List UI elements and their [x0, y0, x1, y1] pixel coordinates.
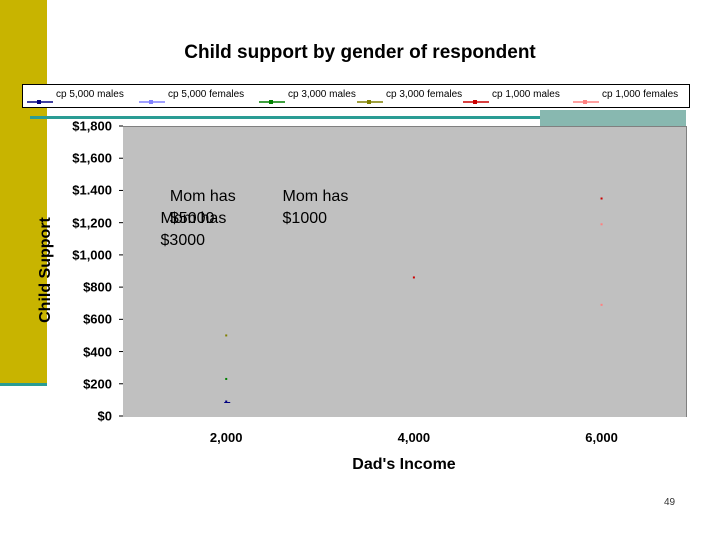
legend-label: cp 1,000 females	[602, 89, 679, 100]
x-axis-title: Dad's Income	[352, 456, 456, 473]
y-tick-label: $600	[83, 311, 112, 327]
decorative-side-bar	[0, 0, 47, 383]
legend-swatch	[573, 91, 599, 104]
chart-title: Child support by gender of respondent	[184, 42, 536, 63]
data-point	[225, 377, 228, 380]
legend-label: cp 1,000 males	[492, 89, 560, 100]
x-tick-label: 6,000	[585, 430, 618, 445]
y-tick-label: $200	[83, 376, 112, 392]
legend-label: cp 3,000 females	[386, 89, 463, 100]
decorative-side-line	[0, 383, 47, 386]
y-tick-label: $1,600	[72, 150, 112, 166]
decorative-teal-box	[540, 110, 686, 126]
chart-annotation: Mom has $5000	[169, 187, 236, 227]
y-tick-label: $400	[83, 344, 112, 360]
data-point	[600, 197, 603, 200]
x-tick-label: 2,000	[209, 430, 243, 445]
data-point	[600, 223, 603, 226]
y-tick-label: $1,800	[72, 118, 112, 134]
page-number: 49	[664, 497, 676, 508]
chart-annotation: Mom has $3000	[160, 210, 227, 250]
y-tick-label: $0	[97, 408, 112, 424]
chart-annotation: Mom has $1000	[282, 187, 349, 227]
data-point	[225, 334, 228, 337]
data-point	[600, 303, 603, 306]
legend-swatch	[27, 91, 53, 104]
data-point	[412, 276, 415, 279]
legend-swatch	[259, 91, 285, 104]
y-tick-label: $1.400	[72, 182, 112, 198]
plot-area	[123, 126, 687, 417]
legend-swatch	[357, 91, 383, 104]
legend-label: cp 5,000 males	[56, 89, 124, 100]
legend-label: cp 3,000 males	[288, 89, 356, 100]
y-tick-label: $1,000	[72, 247, 112, 263]
chart-legend: cp 5,000 males cp 5,000 females cp 3,000 m…	[22, 84, 690, 108]
legend-swatch	[139, 91, 165, 104]
legend-swatch	[463, 91, 489, 104]
y-tick-label: $1,200	[72, 215, 112, 231]
x-tick-label: 4,000	[397, 430, 431, 445]
data-point	[225, 400, 228, 403]
y-tick-label: $800	[83, 279, 112, 295]
legend-label: cp 5,000 females	[168, 89, 245, 100]
decorative-teal-line	[30, 116, 686, 119]
